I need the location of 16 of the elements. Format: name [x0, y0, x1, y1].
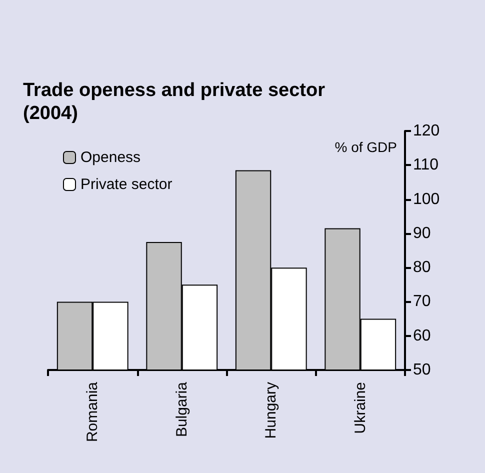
x-tick-label: Bulgaria: [173, 381, 190, 438]
y-tick-label: 80: [413, 259, 431, 276]
y-tick-label: 110: [413, 156, 439, 174]
legend-label: Private sector: [80, 176, 172, 193]
legend-label: Openess: [80, 149, 141, 166]
y-tick-label: 100: [413, 190, 440, 208]
y-tick-label: 90: [413, 224, 431, 242]
y-tick-label: 70: [413, 293, 431, 310]
x-tick-label: Ukraine: [352, 382, 369, 434]
y-tick-label: 50: [413, 362, 431, 378]
chart-title: Trade openess and private sector (2004): [23, 80, 330, 124]
x-tick-label: Romania: [84, 381, 102, 442]
y-tick-label: 60: [413, 327, 431, 344]
y-tick-label: 120: [413, 122, 440, 140]
annotation: % of GDP: [334, 139, 398, 155]
x-tick-label: Hungary: [262, 382, 280, 439]
